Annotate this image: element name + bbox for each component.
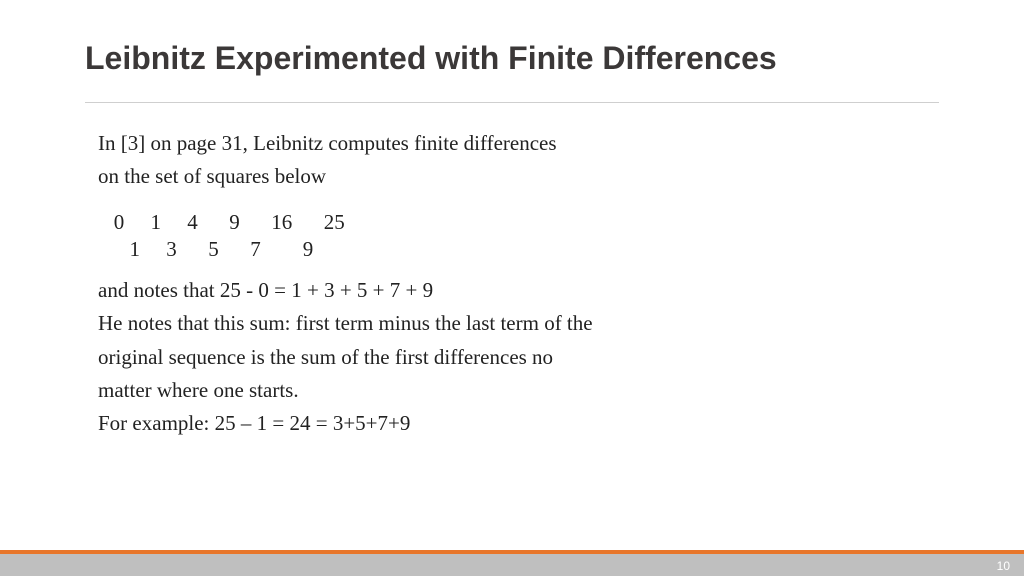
explain-line-2: original sequence is the sum of the firs…	[98, 344, 718, 371]
page-number: 10	[997, 559, 1010, 573]
intro-line-1: In [3] on page 31, Leibnitz computes fin…	[98, 130, 718, 157]
differences-row: 1 3 5 7 9	[98, 236, 718, 263]
example-line: For example: 25 – 1 = 24 = 3+5+7+9	[98, 410, 718, 437]
note-line: and notes that 25 - 0 = 1 + 3 + 5 + 7 + …	[98, 277, 718, 304]
intro-line-2: on the set of squares below	[98, 163, 718, 190]
slide-body: In [3] on page 31, Leibnitz computes fin…	[98, 130, 718, 444]
explain-line-1: He notes that this sum: first term minus…	[98, 310, 718, 337]
footer-main-stripe	[0, 554, 1024, 576]
slide: Leibnitz Experimented with Finite Differ…	[0, 0, 1024, 576]
explain-line-3: matter where one starts.	[98, 377, 718, 404]
sequence-block: 0 1 4 9 16 25 1 3 5 7 9	[98, 209, 718, 264]
title-underline	[85, 102, 939, 103]
slide-title: Leibnitz Experimented with Finite Differ…	[85, 40, 777, 77]
squares-row: 0 1 4 9 16 25	[98, 209, 718, 236]
